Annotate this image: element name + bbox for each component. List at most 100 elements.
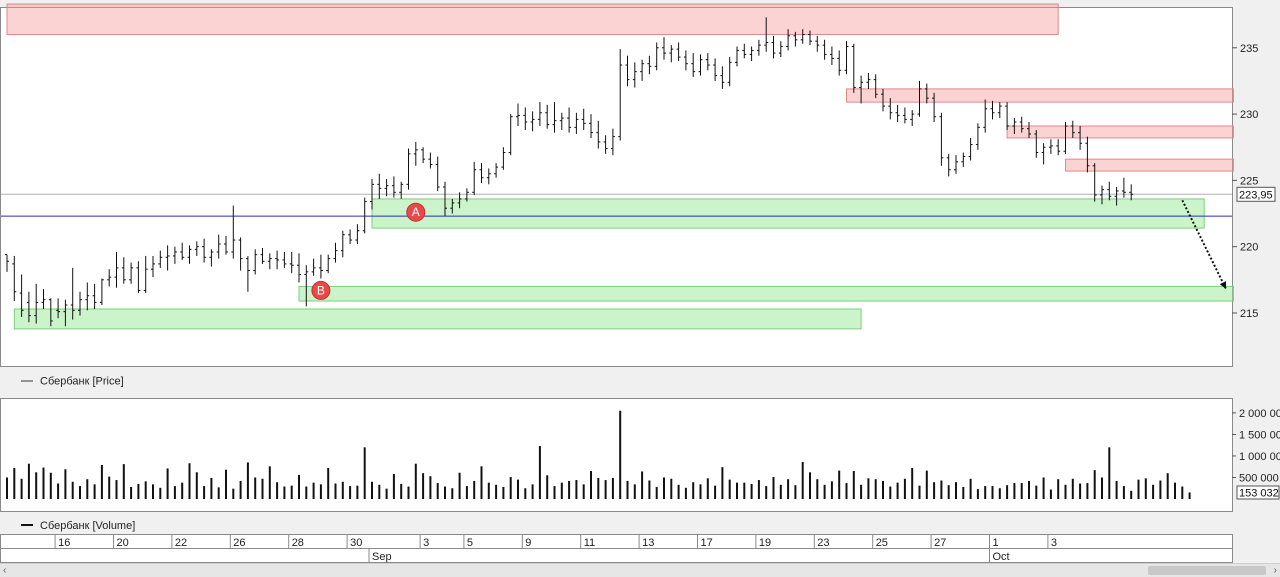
volume-bar bbox=[772, 477, 775, 499]
volume-y-tick: 1 500 000 bbox=[1239, 429, 1280, 441]
volume-bar bbox=[611, 477, 614, 499]
scroll-right-icon[interactable]: › bbox=[1273, 565, 1277, 576]
volume-bar bbox=[71, 481, 74, 499]
ohlc-bar bbox=[443, 181, 447, 217]
support-zone-5 bbox=[298, 285, 1234, 302]
time-axis-day-label: 3 bbox=[1051, 537, 1057, 549]
price-hlines bbox=[1, 193, 1232, 217]
volume-bar bbox=[86, 479, 89, 499]
ohlc-bar bbox=[151, 255, 155, 278]
ohlc-bar bbox=[552, 102, 557, 133]
ohlc-bar bbox=[961, 152, 966, 168]
volume-bar bbox=[371, 481, 373, 499]
volume-bar bbox=[546, 475, 549, 499]
scroll-left-icon[interactable]: ‹ bbox=[3, 565, 7, 576]
volume-bar bbox=[531, 484, 534, 499]
volume-bar bbox=[480, 466, 483, 499]
volume-bar bbox=[181, 482, 184, 499]
ohlc-bar bbox=[165, 245, 170, 271]
ohlc-bar bbox=[1005, 102, 1010, 130]
support-zone-6 bbox=[13, 308, 862, 330]
volume-bar bbox=[1101, 477, 1103, 499]
ohlc-bar bbox=[304, 265, 309, 307]
ohlc-bar bbox=[800, 29, 805, 44]
volume-bar bbox=[407, 486, 410, 499]
volume-bar bbox=[976, 489, 979, 499]
ohlc-bar bbox=[85, 282, 90, 311]
ohlc-bar bbox=[508, 114, 513, 156]
volume-bar bbox=[225, 469, 227, 499]
ohlc-bar bbox=[939, 112, 944, 166]
ohlc-bar bbox=[202, 238, 207, 263]
volume-bar bbox=[524, 488, 527, 499]
annotation-label: A bbox=[412, 205, 420, 219]
volume-bar bbox=[1152, 484, 1155, 499]
volume-bar bbox=[816, 479, 819, 499]
time-axis-day-label: 13 bbox=[642, 537, 654, 549]
volume-bar bbox=[93, 484, 96, 499]
volume-bar bbox=[473, 480, 476, 499]
volume-bar bbox=[619, 410, 622, 499]
price-last-value: 223,95 bbox=[1239, 189, 1273, 201]
ohlc-bar bbox=[917, 80, 922, 117]
volume-bar bbox=[838, 470, 841, 499]
ohlc-bar bbox=[41, 289, 46, 309]
ohlc-bar bbox=[19, 274, 24, 317]
forecast-arrow bbox=[1181, 199, 1227, 290]
ohlc-bar bbox=[78, 291, 82, 316]
ohlc-bar bbox=[457, 192, 462, 209]
ohlc-bar bbox=[822, 39, 827, 60]
ohlc-bar bbox=[691, 53, 696, 77]
ohlc-bar bbox=[990, 100, 995, 120]
volume-bar bbox=[1122, 486, 1125, 499]
volume-y-tick: 2 000 000 bbox=[1239, 408, 1280, 420]
volume-bar bbox=[626, 480, 629, 499]
volume-bar bbox=[809, 472, 811, 499]
ohlc-bar bbox=[662, 37, 666, 60]
volume-bar bbox=[852, 471, 855, 499]
ohlc-bar bbox=[793, 31, 798, 47]
price-y-tick: 215 bbox=[1240, 308, 1258, 320]
time-axis-day-label: 23 bbox=[817, 537, 829, 549]
ohlc-bar bbox=[888, 98, 893, 120]
volume-bar bbox=[648, 480, 651, 499]
volume-bar bbox=[356, 485, 359, 499]
scroll-thumb[interactable] bbox=[1148, 566, 1266, 575]
resistance-zone-1 bbox=[846, 88, 1234, 103]
ohlc-bar bbox=[975, 123, 980, 150]
volume-bar bbox=[692, 482, 695, 499]
ohlc-bar bbox=[421, 147, 426, 164]
price-y-tick: 235 bbox=[1240, 43, 1258, 55]
volume-bar bbox=[210, 477, 213, 499]
volume-bar bbox=[166, 468, 169, 499]
time-axis-day-label: 27 bbox=[934, 537, 946, 549]
volume-bar bbox=[1137, 479, 1140, 499]
ohlc-bar bbox=[224, 236, 228, 255]
price-y-tick: 220 bbox=[1240, 242, 1258, 254]
volume-bar bbox=[1093, 470, 1096, 499]
horizontal-scrollbar[interactable]: ‹ › bbox=[0, 563, 1280, 577]
volume-bar bbox=[984, 486, 987, 499]
annotation-marker-b: B bbox=[311, 280, 331, 300]
volume-bar bbox=[130, 486, 133, 499]
ohlc-bar bbox=[318, 254, 323, 279]
ohlc-bar bbox=[713, 58, 718, 81]
volume-bar bbox=[385, 488, 388, 499]
volume-bar bbox=[1020, 483, 1023, 499]
volume-bar bbox=[940, 480, 943, 499]
ohlc-bar bbox=[486, 168, 491, 185]
price-zones bbox=[6, 3, 1234, 330]
ohlc-bar bbox=[26, 291, 31, 323]
price-panel bbox=[0, 7, 1233, 367]
volume-bar bbox=[422, 473, 425, 499]
ohlc-bar bbox=[384, 179, 389, 197]
ohlc-bar bbox=[742, 43, 747, 59]
ohlc-bar bbox=[815, 35, 820, 52]
ohlc-bar bbox=[1012, 118, 1017, 134]
volume-bar bbox=[794, 485, 797, 499]
volume-bar bbox=[283, 486, 286, 499]
volume-bar bbox=[137, 483, 140, 499]
ohlc-bar bbox=[1129, 184, 1134, 201]
volume-bar bbox=[57, 483, 60, 499]
